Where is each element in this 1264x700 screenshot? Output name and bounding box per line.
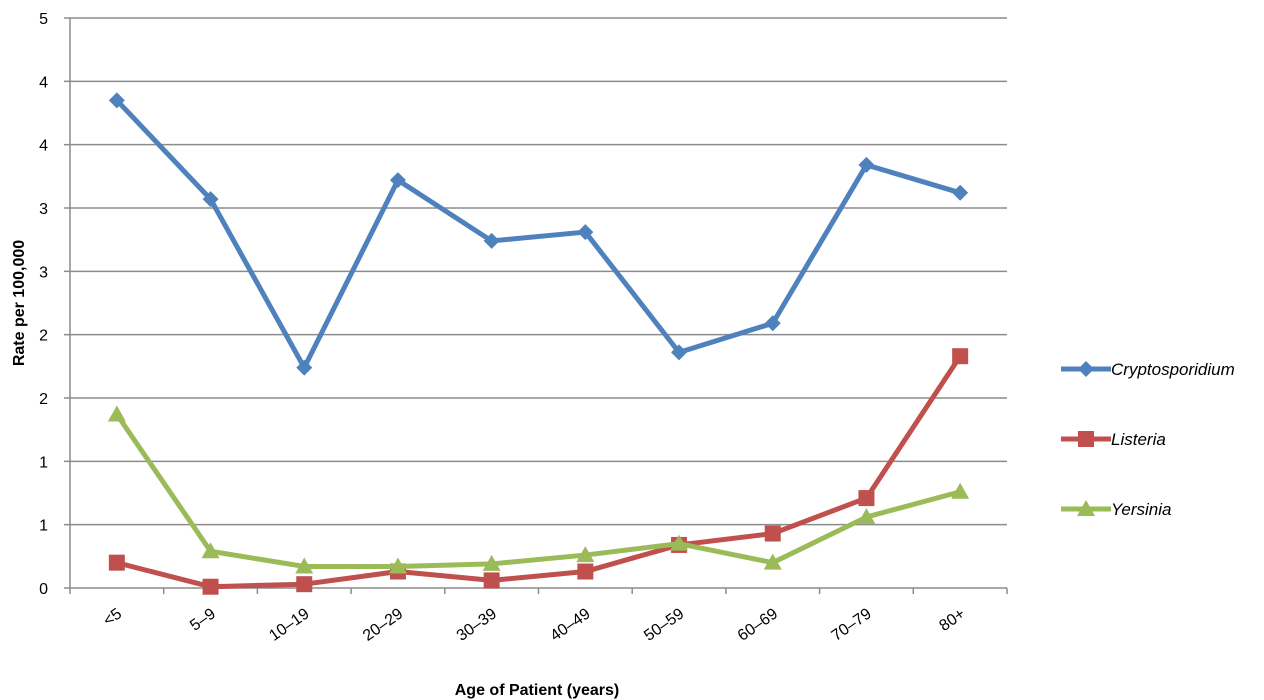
- data-point-yersinia: [763, 553, 782, 570]
- y-tick-label: 4: [39, 138, 48, 155]
- data-point-cryptosporidium: [764, 315, 781, 332]
- x-tick-label: 10–19: [266, 605, 312, 645]
- series-lines: [107, 92, 970, 595]
- y-tick-label: 5: [39, 11, 48, 28]
- x-tick-labels: <5 5–9 10–19 20–29 30–39 40–49 50–59 60–69 70–79…: [100, 605, 968, 645]
- legend-marker: [1078, 361, 1094, 377]
- y-tick-label: 3: [39, 201, 48, 218]
- data-point-cryptosporidium: [858, 156, 875, 173]
- y-tick-label: 2: [39, 391, 48, 408]
- series-line-yersinia: [114, 413, 961, 569]
- x-tick-label: 20–29: [360, 605, 406, 645]
- x-tick-label: <5: [100, 605, 125, 629]
- data-point-cryptosporidium: [202, 191, 219, 208]
- data-point-yersinia: [201, 542, 220, 559]
- x-tick-label: 50–59: [641, 605, 687, 645]
- y-tick-label: 2: [39, 328, 48, 345]
- legend: Cryptosporidium Listeria Yersinia: [1061, 360, 1235, 519]
- data-point-cryptosporidium: [671, 344, 688, 361]
- data-point-yersinia: [107, 405, 126, 422]
- axes: [64, 17, 1008, 594]
- data-point-yersinia: [576, 546, 595, 563]
- legend-item-listeria: Listeria: [1061, 430, 1166, 449]
- y-tick-label: 1: [39, 454, 48, 471]
- data-point-cryptosporidium: [952, 184, 969, 201]
- data-point-yersinia: [857, 508, 876, 525]
- data-point-cryptosporidium: [296, 359, 313, 376]
- y-tick-label: 1: [39, 518, 48, 535]
- data-point-listeria: [858, 490, 875, 507]
- x-axis-title: Age of Patient (years): [455, 682, 619, 699]
- x-tick-label: 30–39: [454, 605, 500, 645]
- data-point-listeria: [202, 578, 219, 595]
- data-point-yersinia: [670, 534, 689, 551]
- data-point-cryptosporidium: [389, 172, 406, 189]
- data-point-listeria: [296, 576, 313, 593]
- data-point-yersinia: [388, 557, 407, 574]
- legend-marker: [1078, 431, 1094, 447]
- data-point-cryptosporidium: [483, 232, 500, 249]
- legend-item-cryptosporidium: Cryptosporidium: [1061, 360, 1235, 379]
- legend-label: Listeria: [1111, 430, 1166, 449]
- data-point-cryptosporidium: [108, 92, 125, 109]
- data-point-listeria: [952, 348, 969, 365]
- y-tick-label: 4: [39, 74, 48, 91]
- x-tick-label: 40–49: [547, 605, 593, 645]
- legend-label: Cryptosporidium: [1111, 360, 1235, 379]
- series-cryptosporidium: [108, 92, 969, 376]
- data-point-yersinia: [482, 554, 501, 571]
- data-point-listeria: [764, 525, 781, 542]
- series-yersinia: [107, 405, 970, 574]
- legend-marker: [1077, 500, 1095, 516]
- series-line-cryptosporidium: [115, 98, 961, 371]
- data-point-yersinia: [295, 557, 314, 574]
- x-tick-label: 5–9: [187, 605, 219, 634]
- legend-item-yersinia: Yersinia: [1061, 500, 1171, 519]
- series-listeria: [108, 348, 969, 595]
- x-tick-label: 60–69: [735, 605, 781, 645]
- gridlines: [70, 17, 1007, 526]
- x-tick-label: 80+: [936, 605, 968, 634]
- data-point-listeria: [108, 554, 125, 571]
- legend-label: Yersinia: [1111, 500, 1171, 519]
- y-tick-label: 0: [39, 581, 48, 598]
- data-point-yersinia: [951, 482, 970, 499]
- y-tick-label: 3: [39, 264, 48, 281]
- x-tick-label: 70–79: [829, 605, 875, 645]
- y-tick-labels: 0 1 1 2 2 3 3 4 4 5: [39, 11, 48, 598]
- data-point-listeria: [577, 563, 594, 580]
- series-line-listeria: [116, 354, 963, 590]
- y-axis-title: Rate per 100,000: [11, 240, 28, 366]
- data-point-cryptosporidium: [577, 224, 594, 241]
- data-point-listeria: [483, 572, 500, 589]
